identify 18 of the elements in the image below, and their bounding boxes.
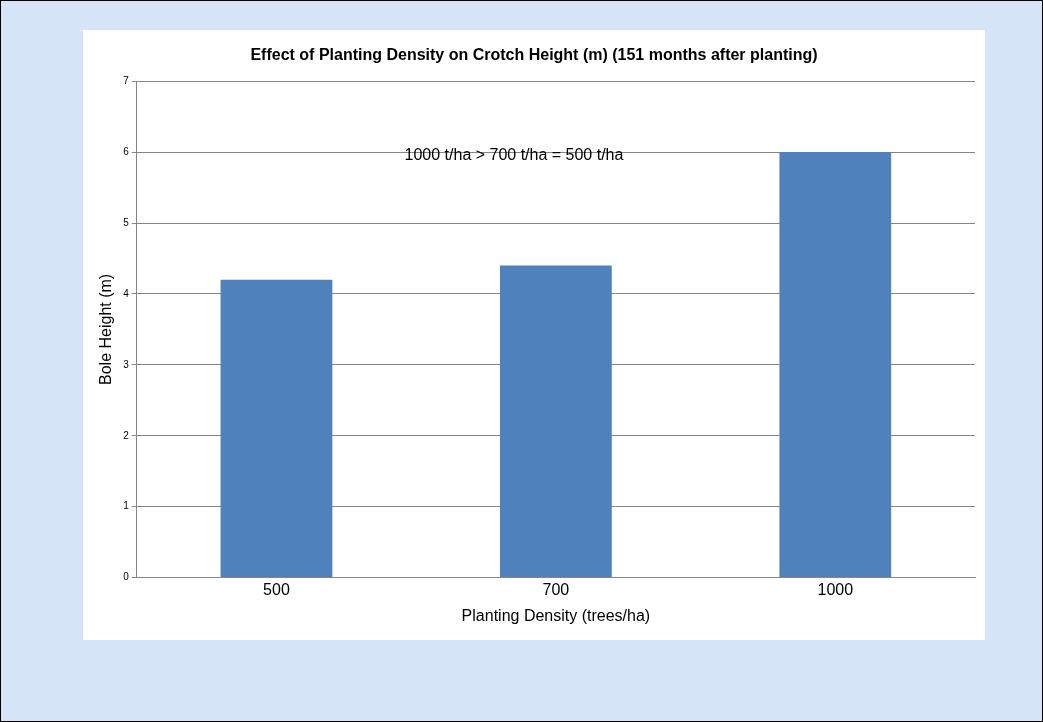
bar — [220, 279, 333, 578]
y-tick-label: 5 — [123, 216, 130, 228]
bar — [779, 152, 892, 578]
y-axis-title: Bole Height (m) — [97, 273, 115, 385]
y-tick-label: 6 — [123, 145, 130, 157]
x-tick-label: 1000 — [817, 580, 854, 598]
y-tick-label: 7 — [123, 74, 130, 86]
annotation: 1000 t/ha > 700 t/ha = 500 t/ha — [404, 146, 624, 164]
y-tick-label: 2 — [123, 429, 130, 441]
bar — [500, 265, 612, 578]
x-axis-title: Planting Density (trees/ha) — [461, 606, 651, 624]
y-tick-label: 1 — [123, 500, 130, 512]
y-tick-label: 3 — [123, 358, 130, 370]
x-tick-label: 700 — [542, 580, 570, 598]
chart-title: Effect of Planting Density on Crotch Height (m) (151 months after planting) — [250, 46, 818, 64]
y-tick-label: 4 — [123, 287, 130, 299]
x-tick-label: 500 — [263, 580, 290, 598]
y-tick-label: 0 — [123, 571, 130, 583]
